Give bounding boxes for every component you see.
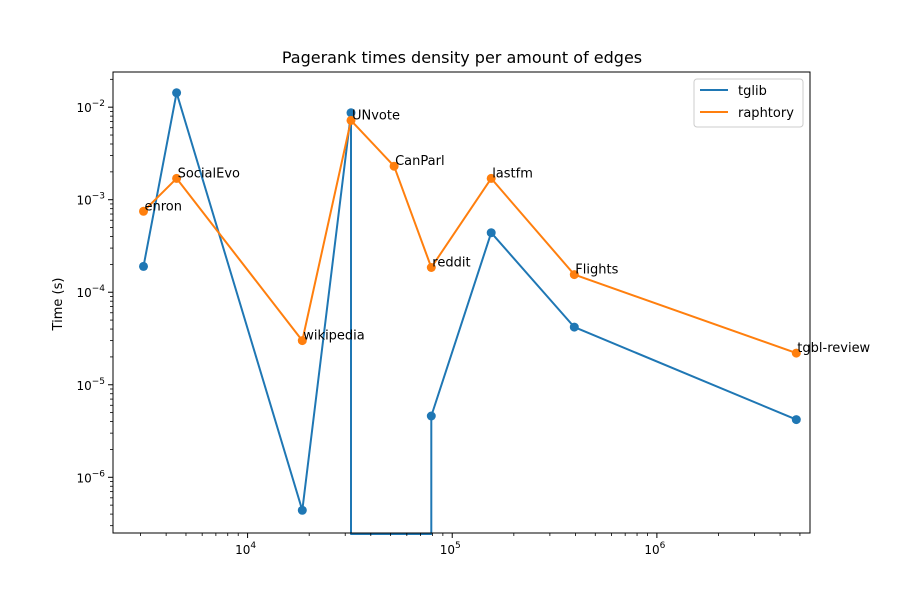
point-label-CanParl: CanParl bbox=[395, 154, 444, 169]
marker-raphtory-3 bbox=[346, 115, 356, 125]
marker-tglib-6 bbox=[426, 411, 436, 421]
plot-lines bbox=[142, 91, 797, 535]
marker-tglib-1 bbox=[172, 88, 182, 98]
marker-tglib-2 bbox=[297, 505, 307, 515]
marker-raphtory-1 bbox=[172, 173, 182, 183]
marker-raphtory-0 bbox=[139, 206, 148, 216]
marker-raphtory-5 bbox=[426, 263, 436, 272]
point-label-UNvote: UNvote bbox=[352, 108, 400, 123]
y-axis-ticks: 10−6 10−5 10−4 10−3 10−2 bbox=[76, 78, 113, 527]
point-label-tgbl-review: tgbl-review bbox=[797, 341, 870, 356]
marker-raphtory-7 bbox=[569, 270, 579, 280]
plot-markers bbox=[139, 88, 801, 515]
marker-raphtory-6 bbox=[486, 173, 496, 183]
point-label-Flights: Flights bbox=[575, 263, 618, 278]
point-label-wikipedia: wikipedia bbox=[303, 329, 364, 344]
marker-raphtory-4 bbox=[389, 161, 399, 171]
marker-tglib-0 bbox=[139, 261, 148, 271]
marker-raphtory-8 bbox=[791, 348, 801, 358]
x-axis-ticks: 104 105 106 bbox=[140, 533, 801, 557]
y-tick-label: 10−4 bbox=[76, 284, 105, 300]
y-axis-label: Time (s) bbox=[51, 278, 66, 332]
y-tick-label: 10−6 bbox=[76, 469, 105, 485]
point-label-enron: enron bbox=[145, 199, 183, 214]
point-label-reddit: reddit bbox=[432, 256, 470, 271]
marker-tglib-3 bbox=[346, 108, 356, 118]
x-tick-label: 105 bbox=[440, 541, 461, 557]
plot-frame bbox=[112, 71, 811, 534]
series-line-tglib bbox=[142, 91, 797, 535]
marker-tglib-8 bbox=[569, 322, 579, 332]
legend-label-tglib: tglib bbox=[738, 84, 767, 99]
y-tick-label: 10−5 bbox=[76, 377, 105, 393]
x-tick-label: 104 bbox=[235, 541, 256, 557]
legend: tglib raphtory bbox=[693, 78, 804, 128]
marker-raphtory-2 bbox=[297, 336, 307, 346]
point-labels: enron SocialEvo wikipedia UNvote CanParl redd… bbox=[145, 108, 871, 356]
point-label-lastfm: lastfm bbox=[492, 166, 533, 181]
y-tick-label: 10−3 bbox=[76, 192, 105, 208]
marker-tglib-7 bbox=[486, 228, 496, 238]
y-tick-label: 10−2 bbox=[76, 99, 105, 115]
legend-label-raphtory: raphtory bbox=[738, 106, 794, 121]
series-line-raphtory bbox=[142, 119, 797, 355]
x-tick-label: 106 bbox=[644, 541, 665, 557]
point-label-SocialEvo: SocialEvo bbox=[178, 166, 240, 181]
chart-title: Pagerank times density per amount of edg… bbox=[282, 48, 642, 67]
marker-tglib-9 bbox=[791, 415, 801, 425]
